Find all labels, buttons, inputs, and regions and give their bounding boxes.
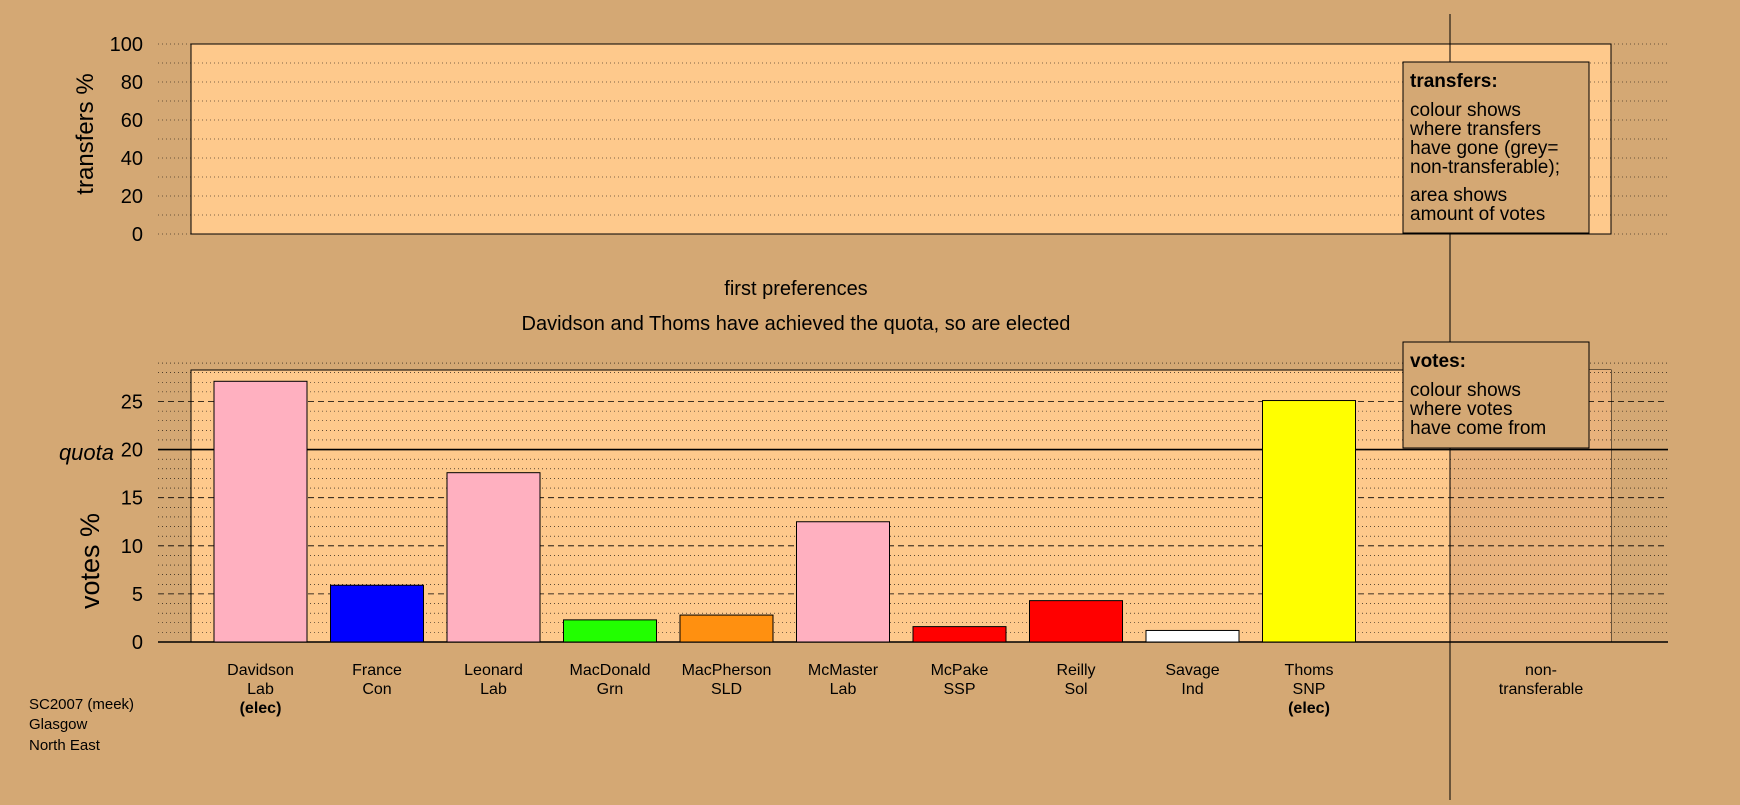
transfers-legend-heading: transfers: bbox=[1410, 71, 1498, 92]
votes-bar bbox=[446, 472, 541, 643]
votes-legend: votes: colour shows where votes have com… bbox=[1402, 341, 1590, 449]
votes-bar bbox=[330, 584, 424, 643]
candidate-party-label: Grn bbox=[597, 681, 624, 698]
candidate-name-label: Savage bbox=[1165, 662, 1219, 679]
votes-y-tick-label: 10 bbox=[121, 536, 143, 558]
votes-bar bbox=[563, 619, 657, 643]
votes-bar bbox=[912, 626, 1007, 643]
votes-bar bbox=[1262, 400, 1356, 643]
transfers-y-axis-label: transfers % bbox=[72, 73, 99, 194]
votes-bars bbox=[213, 380, 1356, 643]
transfers-legend: transfers: colour shows where transfers … bbox=[1402, 61, 1590, 234]
transfers-panel: 0 20 40 60 80 100 transfers % bbox=[72, 34, 1668, 246]
candidate-name-label: France bbox=[352, 662, 402, 679]
votes-legend-line: have come from bbox=[1410, 418, 1546, 439]
footer: SC2007 (meek) Glasgow North East bbox=[29, 696, 134, 754]
votes-y-tick-label: 20 bbox=[121, 440, 143, 462]
votes-y-tick-label: 25 bbox=[121, 392, 143, 414]
votes-legend-heading: votes: bbox=[1410, 351, 1466, 372]
candidate-elected-label: (elec) bbox=[240, 700, 282, 717]
candidate-labels: Davidson Lab (elec) France Con Leonard Lab MacD… bbox=[227, 662, 1583, 717]
candidate-name-label: MacDonald bbox=[570, 662, 651, 679]
votes-bar bbox=[1029, 600, 1123, 643]
transfers-y-tick-label: 100 bbox=[110, 34, 143, 56]
votes-y-ticks: 0 5 10 15 20 25 bbox=[121, 392, 143, 655]
transfers-legend-line: where transfers bbox=[1409, 119, 1541, 140]
transfers-legend-line: non-transferable); bbox=[1410, 157, 1560, 178]
candidate-name-label: McMaster bbox=[808, 662, 879, 679]
candidate-party-label: SNP bbox=[1293, 681, 1326, 698]
transfers-y-ticks: 0 20 40 60 80 100 bbox=[110, 34, 143, 246]
transfers-legend-box bbox=[1402, 61, 1590, 234]
votes-bar bbox=[796, 521, 890, 643]
chart-title: first preferences bbox=[724, 278, 867, 300]
transfers-legend-line: area shows bbox=[1410, 185, 1507, 206]
candidate-party-label: Lab bbox=[247, 681, 274, 698]
votes-y-axis-label: votes % bbox=[75, 513, 105, 609]
candidate-name-label: McPake bbox=[931, 662, 989, 679]
votes-legend-line: colour shows bbox=[1410, 380, 1521, 401]
candidate-name-label: Leonard bbox=[464, 662, 523, 679]
candidate-name-label: MacPherson bbox=[682, 662, 772, 679]
candidate-party-label: SLD bbox=[711, 681, 742, 698]
footer-line: Glasgow bbox=[29, 716, 88, 733]
transfers-y-tick-label: 80 bbox=[121, 72, 143, 94]
transfers-y-tick-label: 40 bbox=[121, 148, 143, 170]
non-transferable-label: non- bbox=[1525, 662, 1557, 679]
footer-line: North East bbox=[29, 737, 101, 754]
non-transferable-label: transferable bbox=[1499, 681, 1584, 698]
candidate-party-label: Ind bbox=[1181, 681, 1203, 698]
votes-panel: 0 5 10 15 20 25 Davidson Lab (elec) France Con Leo… bbox=[59, 362, 1668, 717]
transfers-y-tick-label: 0 bbox=[132, 224, 143, 246]
quota-label: quota bbox=[59, 440, 114, 465]
candidate-party-label: Lab bbox=[830, 681, 857, 698]
transfers-y-tick-label: 20 bbox=[121, 186, 143, 208]
votes-bar bbox=[213, 380, 308, 643]
candidate-party-label: Sol bbox=[1064, 681, 1087, 698]
votes-y-tick-label: 5 bbox=[132, 584, 143, 606]
votes-y-tick-label: 15 bbox=[121, 488, 143, 510]
votes-legend-line: where votes bbox=[1409, 399, 1512, 420]
candidate-party-label: Lab bbox=[480, 681, 507, 698]
transfers-y-tick-label: 60 bbox=[121, 110, 143, 132]
candidate-name-label: Reilly bbox=[1056, 662, 1095, 679]
candidate-elected-label: (elec) bbox=[1288, 700, 1330, 717]
transfers-legend-line: colour shows bbox=[1410, 100, 1521, 121]
votes-y-tick-label: 0 bbox=[132, 632, 143, 654]
candidate-name-label: Davidson bbox=[227, 662, 294, 679]
votes-bar bbox=[679, 614, 774, 643]
votes-bar bbox=[1145, 629, 1240, 643]
candidate-name-label: Thoms bbox=[1285, 662, 1334, 679]
candidate-party-label: Con bbox=[362, 681, 391, 698]
chart-subtitle: Davidson and Thoms have achieved the quo… bbox=[522, 313, 1071, 335]
candidate-party-label: SSP bbox=[943, 681, 975, 698]
votes-plot-area bbox=[190, 369, 1612, 643]
transfers-legend-line: have gone (grey= bbox=[1410, 138, 1558, 159]
votes-legend-box bbox=[1402, 341, 1590, 449]
footer-line: SC2007 (meek) bbox=[29, 696, 134, 713]
transfers-legend-line: amount of votes bbox=[1410, 204, 1545, 225]
